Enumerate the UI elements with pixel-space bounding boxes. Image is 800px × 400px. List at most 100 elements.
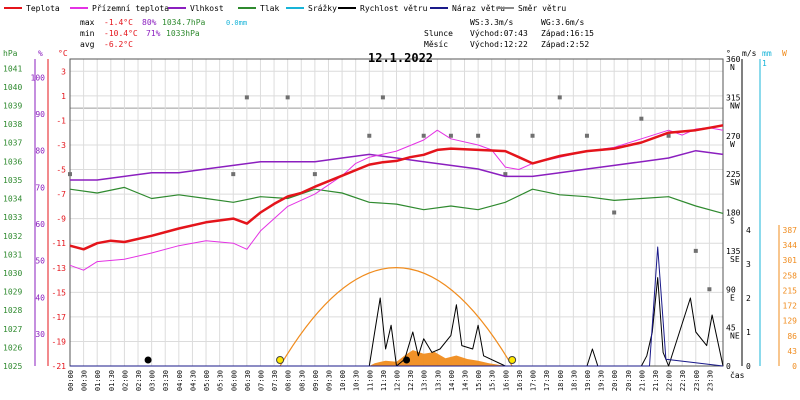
tick-label-time: 02:30 [135,370,143,391]
wind-direction-mark [584,133,589,138]
ground-temperature-line [69,127,724,271]
tick-label-radiation: 129 [783,317,798,326]
sunset-marker [508,356,517,364]
tick-label-temp: -3 [56,141,66,150]
unit-cas: čas [730,370,745,380]
unit-deg: ° [726,49,731,58]
tick-label-time: 05:30 [217,370,225,391]
tick-label-time: 21:30 [652,370,660,391]
unit-pct: % [38,49,43,58]
tick-label-direction-compass: W [730,140,735,149]
plot-grid [69,59,723,367]
info-block: WS:3.3m/s WG:3.6m/s Slunce Východ:07:43 … [424,18,594,49]
legend-label-gust: Náraz větru [452,4,505,13]
wind-direction-mark [380,95,385,100]
stat-max-temp: -1.4°C [104,18,133,27]
tick-label-time: 01:30 [108,370,116,391]
axis-units: hPa % °C ° m/s mm W čas [3,49,787,380]
humidity-line [70,149,724,181]
left-axes: 3 1 -1 -3 -5 -7 -9 -11 -13 -15 -17 -19 -21 1041 1040 10… [3,59,66,371]
tick-label-time: 09:30 [325,370,333,391]
tick-label-pressure: 1035 [3,176,22,185]
tick-label-pressure: 1027 [3,325,22,334]
tick-label-temp: -19 [52,337,67,346]
tick-label-wind: 2 [746,294,751,303]
wind-direction-mark [68,172,72,177]
stat-min-label: min [80,29,95,38]
tick-label-direction: 90 [726,285,736,294]
tick-label-radiation: 86 [787,332,797,341]
tick-label-time: 03:00 [149,370,157,391]
tick-label-temp: -11 [52,239,67,248]
tick-label-time: 00:30 [81,370,89,391]
stat-min-temp: -10.4°C [104,29,138,38]
tick-label-time: 17:30 [543,370,551,391]
tick-label-time: 06:30 [244,370,252,391]
legend-label-wind: Rychlost větru [360,4,428,13]
tick-label-temp: 1 [61,92,66,101]
sun-rise: Východ:07:43 [470,29,528,38]
tick-label-time: 23:00 [693,370,701,391]
tick-label-time: 20:00 [611,370,619,391]
tick-label-time: 13:00 [421,370,429,391]
tick-label-time: 18:30 [570,370,578,391]
legend-label-ground: Přízemní teplota [92,4,169,13]
tick-label-time: 01:00 [94,370,102,391]
moonset-marker [144,356,152,364]
tick-label-time: 13:30 [434,370,442,391]
tick-label-time: 04:00 [176,370,184,391]
wind-direction-mark [244,95,249,100]
x-axis: 00:00 00:30 01:00 01:30 02:00 02:30 03:00 03:30… [67,370,714,391]
legend-label-temp: Teplota [26,4,60,13]
tick-label-time: 06:00 [230,370,238,391]
tick-label-pressure: 1030 [3,269,22,278]
tick-label-time: 17:00 [530,370,538,391]
moon-rise: Východ:12:22 [470,40,528,49]
wind-direction-mark [367,133,372,138]
stat-avg-temp: -6.2°C [104,40,133,49]
unit-degc: °C [58,49,68,58]
tick-label-humidity: 80 [35,147,45,156]
tick-label-pressure: 1025 [3,362,22,371]
tick-label-time: 00:00 [67,370,75,391]
tick-label-time: 22:00 [666,370,674,391]
wind-direction-mark [639,116,644,121]
tick-label-time: 09:00 [312,370,320,391]
tick-label-direction: 135 [726,247,741,256]
tick-label-time: 14:00 [448,370,456,391]
tick-label-temp: -1 [56,116,66,125]
moon-label: Měsíc [424,40,448,49]
tick-label-temp: -9 [56,215,66,224]
tick-label-radiation: 344 [783,241,798,250]
tick-label-temp: -17 [52,313,67,322]
tick-label-radiation: 301 [783,256,798,265]
legend-label-press: Tlak [260,4,279,13]
wind-direction-mark [530,133,535,138]
tick-label-wind: 3 [746,260,751,269]
wind-speed-line [70,277,724,367]
wind-direction-mark [503,172,508,177]
moonrise-marker [403,356,411,364]
tick-label-direction: 225 [726,170,741,179]
tick-label-direction-compass: NW [730,101,740,110]
tick-label-time: 15:30 [489,370,497,391]
tick-label-time: 14:30 [462,370,470,391]
tick-label-time: 20:30 [625,370,633,391]
tick-label-time: 19:00 [584,370,592,391]
tick-label-humidity: 70 [35,183,45,192]
tick-label-direction: 0 [726,362,731,371]
wind-direction-mark [557,95,562,100]
tick-label-time: 16:00 [502,370,510,391]
tick-label-time: 11:00 [366,370,374,391]
tick-label-humidity: 30 [35,330,45,339]
unit-hpa: hPa [3,49,18,58]
tick-label-time: 19:30 [598,370,606,391]
tick-label-direction-compass: S [730,217,735,226]
sunrise-marker [276,356,285,364]
stats-block: max -1.4°C 80% 1034.7hPa 0.0mm min -10.4… [80,18,247,49]
wind-direction-mark [285,95,290,100]
tick-label-temp: 3 [61,67,66,76]
stat-max-press: 1034.7hPa [162,18,206,27]
tick-label-time: 15:00 [475,370,483,391]
tick-label-temp: -15 [52,288,67,297]
